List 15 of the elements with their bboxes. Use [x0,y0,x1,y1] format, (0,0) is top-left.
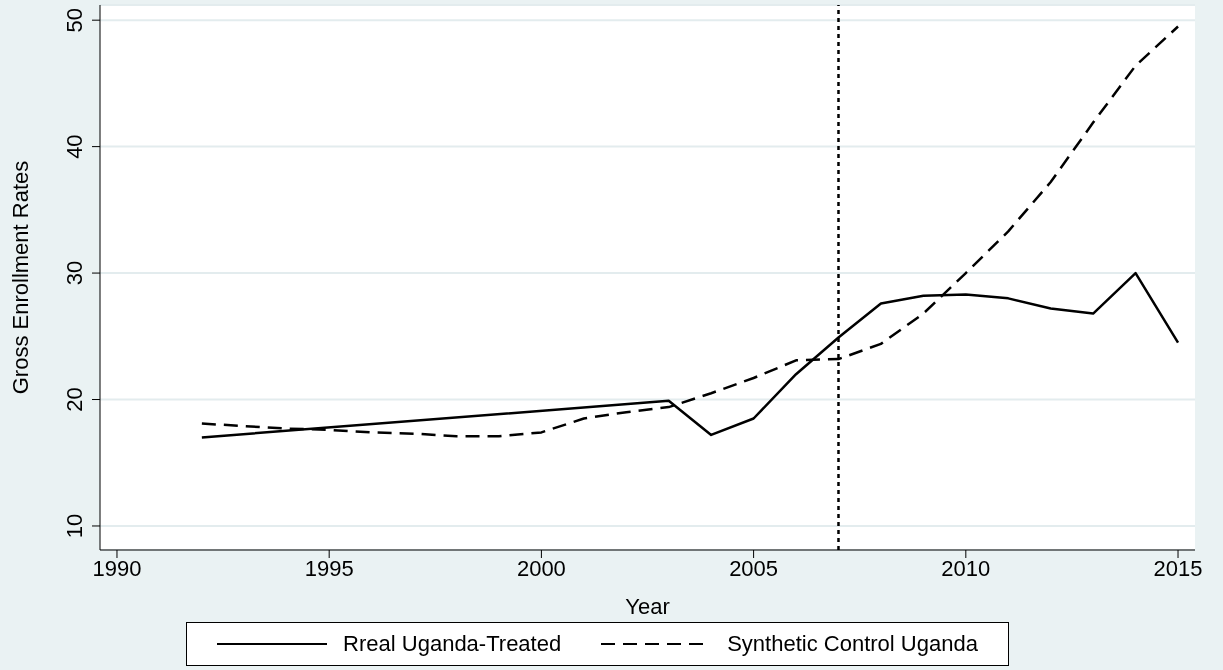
y-tick-label: 10 [62,513,87,539]
x-tick-label: 2015 [1153,555,1203,581]
y-tick-label: 40 [62,134,87,159]
x-tick-label: 1990 [92,555,142,581]
x-tick-label: 2005 [729,555,779,581]
y-tick-label: 20 [62,387,87,412]
x-tick-label: 2010 [941,555,991,581]
legend-label: Rreal Uganda-Treated [343,631,562,657]
legend-label: Synthetic Control Uganda [727,631,978,657]
y-tick-label: 50 [62,7,87,33]
x-tick-label: 1995 [304,555,354,581]
y-axis-title: Gross Enrollment Rates [7,160,33,395]
x-tick-label: 2000 [516,555,566,581]
y-tick-label: 30 [62,260,87,286]
x-axis-title: Year [625,594,670,619]
